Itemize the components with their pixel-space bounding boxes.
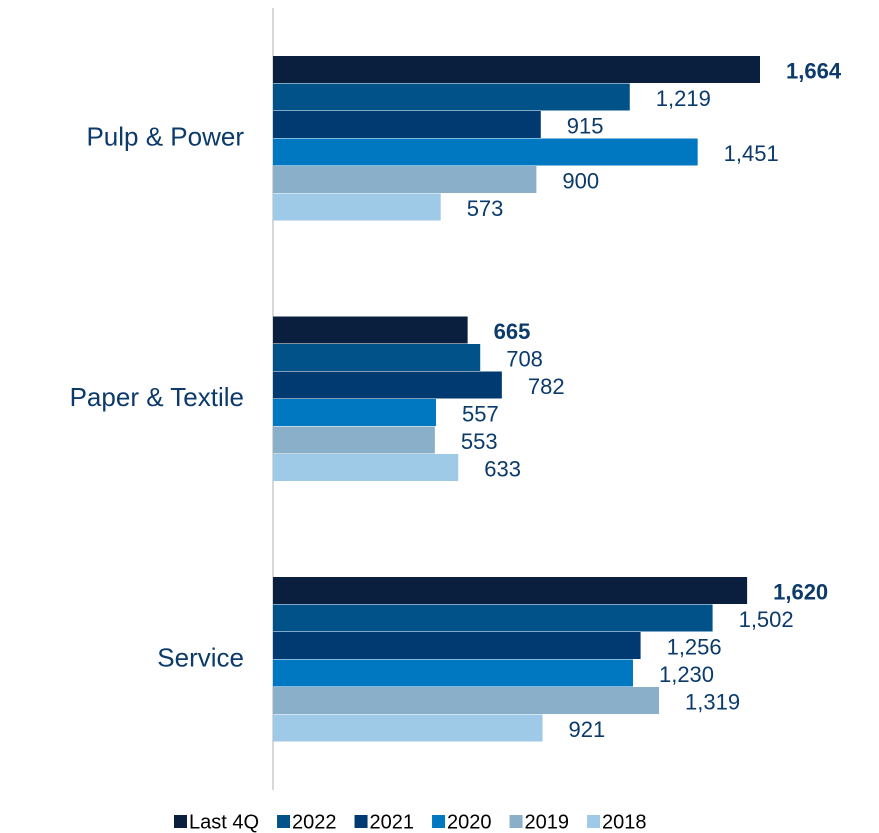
- bar: [273, 714, 543, 742]
- category-label: Pulp & Power: [86, 121, 244, 151]
- legend-swatch: [587, 815, 601, 828]
- legend-label: 2018: [602, 811, 647, 833]
- data-label: 1,256: [667, 635, 722, 660]
- data-label: 633: [484, 457, 521, 482]
- legend-swatch: [277, 815, 291, 828]
- data-label: 1,502: [739, 607, 794, 632]
- bar: [273, 193, 441, 221]
- bar: [273, 371, 502, 399]
- data-label: 1,319: [685, 690, 740, 715]
- bar: [273, 138, 698, 166]
- bar: [273, 687, 660, 714]
- legend-label: 2019: [525, 811, 570, 833]
- legend-swatch: [174, 815, 187, 828]
- data-label: 557: [462, 402, 499, 427]
- data-label: 708: [506, 347, 543, 372]
- data-label: 1,219: [656, 86, 711, 111]
- data-label: 665: [494, 319, 531, 344]
- bar: [273, 316, 468, 344]
- bar: [273, 166, 537, 193]
- data-label: 900: [562, 169, 599, 194]
- data-label: 1,664: [786, 59, 842, 84]
- bar: [273, 344, 481, 371]
- legend-label: 2022: [292, 811, 337, 833]
- legend-label: 2021: [370, 811, 415, 833]
- bar: [273, 111, 541, 138]
- bar: [273, 399, 437, 426]
- category-label: Service: [157, 642, 244, 672]
- data-label: 921: [569, 717, 606, 742]
- bar: [273, 604, 713, 632]
- data-label: 553: [461, 429, 498, 454]
- bar: [273, 659, 633, 687]
- bar: [273, 632, 641, 659]
- legend-label: 2020: [447, 811, 492, 833]
- data-label: 573: [467, 196, 504, 221]
- data-label: 782: [528, 374, 565, 399]
- bar: [273, 577, 748, 604]
- data-label: 1,230: [659, 662, 714, 687]
- legend-label: Last 4Q: [189, 811, 259, 833]
- legend-swatch: [354, 815, 368, 828]
- bar: [273, 83, 630, 111]
- legend-swatch: [432, 815, 446, 828]
- bar: [273, 454, 459, 481]
- data-label: 1,620: [773, 580, 828, 605]
- data-label: 915: [567, 114, 604, 139]
- legend-swatch: [509, 815, 523, 828]
- data-label: 1,451: [724, 141, 779, 166]
- bar: [273, 426, 435, 454]
- bar: [273, 56, 760, 83]
- category-label: Paper & Textile: [70, 382, 244, 412]
